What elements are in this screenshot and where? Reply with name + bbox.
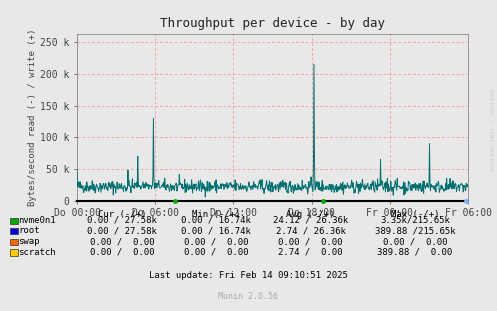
Text: root: root bbox=[18, 226, 40, 235]
Text: 0.00 /  0.00: 0.00 / 0.00 bbox=[184, 248, 248, 257]
Text: 0.00 /  0.00: 0.00 / 0.00 bbox=[383, 237, 447, 246]
Text: 0.00 / 16.74k: 0.00 / 16.74k bbox=[181, 216, 251, 225]
Text: Munin 2.0.56: Munin 2.0.56 bbox=[219, 292, 278, 300]
Text: 0.00 /  0.00: 0.00 / 0.00 bbox=[89, 237, 154, 246]
Text: 0.00 /  0.00: 0.00 / 0.00 bbox=[184, 237, 248, 246]
Text: Min (-/+): Min (-/+) bbox=[192, 210, 241, 219]
Text: Avg (-/+): Avg (-/+) bbox=[286, 210, 335, 219]
Text: 0.00 /  0.00: 0.00 / 0.00 bbox=[89, 248, 154, 257]
Text: 0.00 /  0.00: 0.00 / 0.00 bbox=[278, 237, 343, 246]
Text: 0.00 / 27.58k: 0.00 / 27.58k bbox=[87, 226, 157, 235]
Text: swap: swap bbox=[18, 237, 40, 246]
Text: scratch: scratch bbox=[18, 248, 56, 257]
Text: 24.12 / 26.36k: 24.12 / 26.36k bbox=[273, 216, 348, 225]
Text: 0.00 / 16.74k: 0.00 / 16.74k bbox=[181, 226, 251, 235]
Y-axis label: Bytes/second read (-) / write (+): Bytes/second read (-) / write (+) bbox=[28, 29, 37, 206]
Text: 389.88 /  0.00: 389.88 / 0.00 bbox=[377, 248, 453, 257]
Text: RRDTOOL / TOBI OETIKER: RRDTOOL / TOBI OETIKER bbox=[489, 89, 494, 172]
Title: Throughput per device - by day: Throughput per device - by day bbox=[160, 17, 385, 30]
Text: 0.00 / 27.58k: 0.00 / 27.58k bbox=[87, 216, 157, 225]
Text: 389.88 /215.65k: 389.88 /215.65k bbox=[375, 226, 455, 235]
Text: 2.74 /  0.00: 2.74 / 0.00 bbox=[278, 248, 343, 257]
Text: Max (-/+): Max (-/+) bbox=[391, 210, 439, 219]
Text: Last update: Fri Feb 14 09:10:51 2025: Last update: Fri Feb 14 09:10:51 2025 bbox=[149, 271, 348, 280]
Text: nvme0n1: nvme0n1 bbox=[18, 216, 56, 225]
Text: 3.35k/215.65k: 3.35k/215.65k bbox=[380, 216, 450, 225]
Text: 2.74 / 26.36k: 2.74 / 26.36k bbox=[276, 226, 345, 235]
Text: Cur (-/+): Cur (-/+) bbox=[97, 210, 146, 219]
